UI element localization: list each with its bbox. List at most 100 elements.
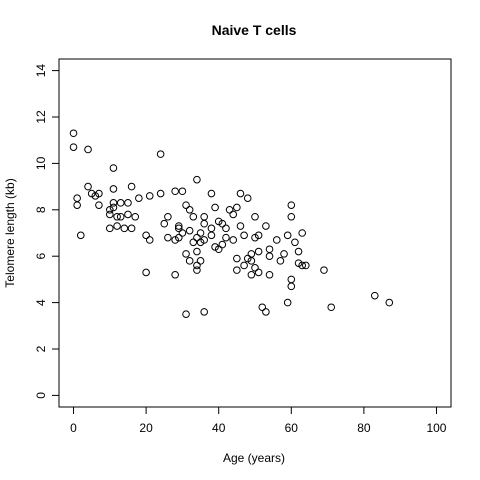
data-point — [295, 248, 302, 255]
data-point — [114, 223, 121, 230]
data-point — [223, 225, 230, 232]
data-point — [186, 258, 193, 265]
y-tick-label: 2 — [34, 345, 48, 352]
data-point — [328, 304, 335, 311]
y-axis-label: Telomere length (kb) — [3, 178, 17, 287]
y-tick-label: 8 — [34, 206, 48, 213]
data-point — [266, 271, 273, 278]
data-point — [208, 232, 215, 239]
data-point — [157, 190, 164, 197]
data-point — [183, 311, 190, 318]
data-point — [248, 271, 255, 278]
data-point — [110, 186, 117, 193]
data-point — [85, 183, 92, 190]
data-point — [125, 211, 132, 218]
data-point — [143, 232, 150, 239]
data-point — [386, 299, 393, 306]
data-point — [248, 251, 255, 258]
x-axis-label: Age (years) — [223, 451, 285, 465]
data-point — [212, 204, 219, 211]
data-point — [266, 246, 273, 253]
data-point — [121, 225, 128, 232]
data-point — [230, 211, 237, 218]
data-point — [190, 213, 197, 220]
data-point — [146, 237, 153, 244]
data-point — [128, 183, 135, 190]
data-point — [234, 204, 241, 211]
x-tick-label: 20 — [139, 421, 153, 435]
data-point — [186, 227, 193, 234]
data-point — [165, 213, 172, 220]
data-point — [277, 258, 284, 265]
data-point — [208, 225, 215, 232]
data-point — [107, 225, 114, 232]
data-point — [107, 211, 114, 218]
data-point — [183, 202, 190, 209]
data-point — [117, 200, 124, 207]
data-point — [288, 283, 295, 290]
data-point — [197, 230, 204, 237]
data-point — [161, 220, 168, 227]
y-tick-label: 4 — [34, 299, 48, 306]
data-point — [172, 188, 179, 195]
data-point — [74, 202, 81, 209]
data-point — [230, 237, 237, 244]
data-point — [284, 232, 291, 239]
data-point — [194, 248, 201, 255]
data-point — [281, 251, 288, 258]
data-point — [165, 234, 172, 241]
data-point — [157, 151, 164, 158]
data-point — [194, 176, 201, 183]
x-tick-label: 60 — [285, 421, 299, 435]
data-point — [234, 255, 241, 262]
data-point — [237, 223, 244, 230]
x-tick-label: 0 — [70, 421, 77, 435]
data-point — [197, 258, 204, 265]
data-point — [255, 269, 262, 276]
data-point — [292, 239, 299, 246]
data-point — [263, 309, 270, 316]
data-point — [70, 130, 77, 137]
x-tick-label: 80 — [357, 421, 371, 435]
y-tick-label: 6 — [34, 253, 48, 260]
data-point — [132, 213, 139, 220]
data-point — [252, 213, 259, 220]
data-point — [136, 195, 143, 202]
data-point — [266, 253, 273, 260]
data-point — [201, 309, 208, 316]
data-point — [110, 165, 117, 172]
x-tick-label: 100 — [426, 421, 446, 435]
data-point — [201, 220, 208, 227]
plot-frame — [59, 59, 451, 407]
data-point — [125, 200, 132, 207]
data-point — [77, 232, 84, 239]
chart-title: Naive T cells — [212, 22, 297, 38]
data-point — [223, 234, 230, 241]
data-point — [194, 267, 201, 274]
data-point — [244, 195, 251, 202]
data-point — [201, 213, 208, 220]
data-point — [85, 146, 92, 153]
data-point — [172, 271, 179, 278]
data-point — [190, 239, 197, 246]
data-point — [237, 190, 244, 197]
data-point — [321, 267, 328, 274]
data-point — [288, 213, 295, 220]
data-point — [284, 299, 291, 306]
data-point — [273, 237, 280, 244]
data-point — [179, 230, 186, 237]
data-point — [255, 248, 262, 255]
data-point — [259, 304, 266, 311]
data-point — [234, 267, 241, 274]
y-tick-label: 10 — [34, 156, 48, 170]
data-point — [371, 292, 378, 299]
data-point — [288, 202, 295, 209]
data-point — [299, 230, 306, 237]
y-tick-label: 12 — [34, 110, 48, 124]
data-point — [183, 251, 190, 258]
data-point — [241, 262, 248, 269]
data-point — [143, 269, 150, 276]
data-point — [226, 207, 233, 214]
data-point — [252, 265, 259, 272]
